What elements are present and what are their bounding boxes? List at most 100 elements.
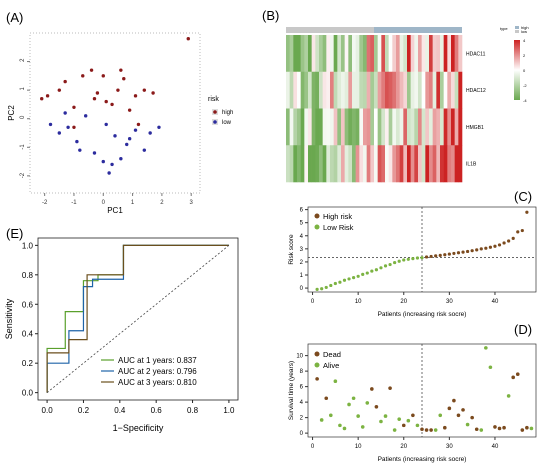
legend-label-Alive: Alive	[323, 361, 339, 370]
point-Alive	[365, 401, 370, 405]
point-low	[104, 122, 108, 127]
heatmap-cell	[315, 71, 320, 109]
point-Alive	[415, 423, 420, 428]
x-tick-label: -2	[42, 200, 48, 206]
y-tick-label: -2	[20, 172, 26, 178]
heatmap-cell	[311, 35, 316, 73]
heatmap-cell	[308, 35, 312, 73]
point-Low Risk	[356, 274, 360, 278]
heatmap-cell	[319, 145, 323, 183]
heatmap-cell	[341, 145, 345, 183]
y-tick-label: 2	[300, 416, 304, 422]
heatmap-cell	[286, 108, 290, 146]
legend-label-High risk: High risk	[323, 212, 352, 221]
heatmap-cell	[443, 145, 448, 183]
point-High risk	[525, 210, 529, 214]
heatmap-cell	[429, 35, 433, 73]
row-label: HDAC12	[466, 88, 486, 94]
heatmap-cell	[440, 145, 444, 183]
y-axis-label: PC2	[7, 105, 16, 121]
y-tick-label: 10	[296, 354, 303, 360]
heatmap-cell	[304, 35, 309, 73]
x-tick-label: 40	[492, 444, 499, 450]
heatmap-cell	[410, 71, 415, 109]
heatmap-cell	[308, 145, 312, 183]
heatmap-cell	[311, 108, 316, 146]
point-Alive	[329, 413, 333, 418]
heatmap-cell	[319, 35, 323, 73]
heatmap-cell	[374, 108, 378, 146]
heatmap-cell	[403, 108, 408, 146]
pca-plot: -2 -1 0 1 2 3 -2 -1 0 1 2 PC1 PC2 risk high low	[7, 32, 233, 215]
x-tick-label: 10	[355, 299, 362, 305]
point-low	[78, 148, 82, 152]
heatmap-cell	[330, 35, 334, 73]
heatmap-cell	[348, 71, 353, 109]
point-Dead	[424, 428, 429, 432]
point-low	[66, 125, 70, 129]
heatmap-cell	[418, 35, 422, 73]
reference-diagonal	[46, 245, 230, 393]
point-Dead	[315, 377, 319, 381]
point-high	[45, 94, 50, 98]
scale-tick-label: 0	[523, 68, 526, 73]
point-Alive	[319, 418, 324, 422]
heatmap-cell	[407, 35, 411, 73]
heatmap-cell	[341, 35, 345, 73]
heatmap-cell	[451, 145, 455, 183]
point-Dead	[447, 406, 452, 411]
point-high	[122, 77, 126, 81]
x-tick-label: 30	[446, 299, 453, 305]
heatmap-cell	[322, 35, 327, 73]
heatmap-cell	[337, 71, 342, 109]
scale-tick-label: -4	[523, 98, 527, 103]
point-low	[57, 131, 62, 135]
x-tick-label: 20	[400, 299, 407, 305]
heatmap-cell	[418, 108, 422, 146]
heatmap-cell	[300, 71, 305, 109]
x-axis-label: PC1	[107, 206, 123, 215]
heatmap-cell	[308, 71, 312, 109]
point-low	[63, 111, 67, 115]
point-Dead	[388, 386, 392, 390]
heatmap-cell	[348, 145, 353, 183]
y-tick-label: 3	[300, 247, 304, 253]
heatmap-cell	[352, 71, 356, 109]
scale-tick-label: 4	[523, 38, 526, 43]
heatmap-cell	[363, 71, 367, 109]
heatmap-cell	[451, 71, 455, 109]
heatmap-cell	[333, 71, 338, 109]
heatmap-cell	[304, 108, 309, 146]
point-Alive	[356, 414, 360, 418]
point-Alive	[397, 417, 402, 421]
heatmap-cell	[451, 108, 455, 146]
x-tick-label: 2	[160, 200, 164, 206]
scale-tick-label: 2	[523, 53, 526, 58]
y-axis-label: Survival time (years)	[288, 361, 295, 420]
heatmap-cell	[326, 145, 331, 183]
heatmap-cell	[447, 145, 452, 183]
point-high	[95, 91, 100, 95]
heatmap-cell	[447, 35, 452, 73]
heatmap-cell	[443, 108, 448, 146]
legend-low-label: low	[521, 29, 527, 34]
x-tick-label: 0	[311, 444, 315, 450]
point-low	[48, 122, 53, 127]
panel-label-c: (C)	[514, 189, 532, 204]
heatmap-cell	[366, 35, 371, 73]
point-Low Risk	[379, 266, 383, 270]
y-tick-label: 2	[300, 260, 304, 266]
heatmap-cell	[300, 108, 305, 146]
point-Low Risk	[333, 281, 337, 286]
point-Low Risk	[393, 260, 397, 265]
point-Low Risk	[411, 257, 415, 261]
heatmap-cell	[308, 108, 312, 146]
panel-label-d: (D)	[514, 322, 532, 337]
heatmap-cell	[425, 71, 430, 109]
heatmap-cell	[370, 71, 375, 109]
heatmap-cell	[458, 108, 463, 146]
y-tick-label: 4	[300, 400, 304, 406]
point-Alive	[484, 346, 488, 350]
point-Alive	[506, 394, 511, 398]
heatmap-cell	[289, 108, 294, 146]
